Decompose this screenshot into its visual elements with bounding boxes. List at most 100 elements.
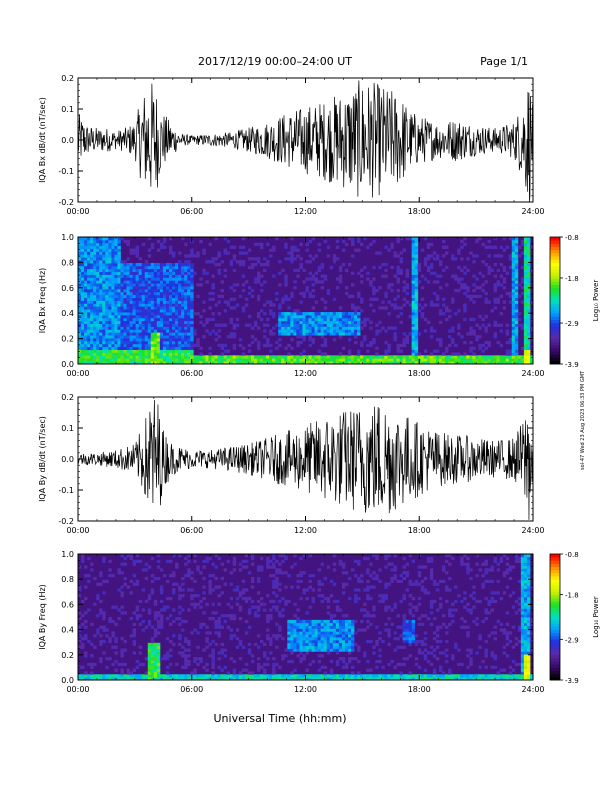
heatmap-cell: [84, 634, 87, 637]
heatmap-cell: [393, 335, 396, 338]
heatmap-cell: [306, 631, 309, 634]
heatmap-cell: [315, 646, 318, 649]
heatmap-cell: [306, 358, 309, 361]
heatmap-cell: [163, 332, 166, 335]
heatmap-cell: [463, 283, 466, 286]
heatmap-cell: [412, 338, 415, 341]
heatmap-cell: [415, 335, 418, 338]
heatmap-cell: [142, 335, 145, 338]
heatmap-cell: [406, 358, 409, 361]
heatmap-cell: [218, 358, 221, 361]
heatmap-cell: [345, 640, 348, 643]
heatmap-cell: [257, 568, 260, 571]
heatmap-cell: [221, 577, 224, 580]
heatmap-cell: [251, 257, 254, 260]
heatmap-cell: [142, 263, 145, 266]
heatmap-cell: [524, 341, 527, 344]
heatmap-cell: [96, 269, 99, 272]
heatmap-cell: [184, 649, 187, 652]
heatmap-cell: [439, 321, 442, 324]
heatmap-cell: [105, 277, 108, 280]
heatmap-cell: [205, 355, 208, 358]
heatmap-cell: [133, 347, 136, 350]
heatmap-cell: [239, 594, 242, 597]
heatmap-cell: [302, 637, 305, 640]
heatmap-cell: [339, 269, 342, 272]
heatmap-cell: [169, 338, 172, 341]
x-tick-label: 00:00: [66, 526, 89, 535]
heatmap-cell: [215, 643, 218, 646]
heatmap-cell: [224, 674, 227, 677]
heatmap-cell: [248, 597, 251, 600]
heatmap-cell: [142, 298, 145, 301]
heatmap-cell: [187, 344, 190, 347]
heatmap-cell: [124, 312, 127, 315]
heatmap-cell: [87, 557, 90, 560]
heatmap-cell: [296, 580, 299, 583]
heatmap-cell: [166, 286, 169, 289]
heatmap-cell: [120, 272, 123, 275]
heatmap-cell: [139, 623, 142, 626]
heatmap-cell: [330, 637, 333, 640]
heatmap-cell: [521, 280, 524, 283]
heatmap-cell: [208, 292, 211, 295]
heatmap-cell: [142, 344, 145, 347]
heatmap-cell: [148, 649, 151, 652]
heatmap-cell: [154, 674, 157, 677]
heatmap-cell: [93, 577, 96, 580]
heatmap-cell: [309, 637, 312, 640]
heatmap-cell: [181, 674, 184, 677]
heatmap-cell: [284, 654, 287, 657]
heatmap-cell: [157, 306, 160, 309]
heatmap-cell: [124, 563, 127, 566]
heatmap-cell: [257, 606, 260, 609]
heatmap-cell: [117, 344, 120, 347]
heatmap-cell: [157, 666, 160, 669]
heatmap-cell: [111, 355, 114, 358]
heatmap-cell: [211, 588, 214, 591]
heatmap-cell: [84, 240, 87, 243]
heatmap-cell: [318, 628, 321, 631]
heatmap-cell: [166, 283, 169, 286]
heatmap-cell: [312, 324, 315, 327]
heatmap-cell: [336, 240, 339, 243]
heatmap-cell: [366, 318, 369, 321]
heatmap-cell: [263, 608, 266, 611]
heatmap-cell: [251, 335, 254, 338]
heatmap-cell: [166, 617, 169, 620]
heatmap-cell: [99, 338, 102, 341]
heatmap-cell: [287, 631, 290, 634]
heatmap-cell: [281, 298, 284, 301]
heatmap-cell: [248, 671, 251, 674]
heatmap-cell: [454, 275, 457, 278]
heatmap-cell: [351, 626, 354, 629]
heatmap-cell: [169, 286, 172, 289]
heatmap-cell: [342, 626, 345, 629]
heatmap-cell: [127, 338, 130, 341]
heatmap-cell: [299, 626, 302, 629]
heatmap-cell: [436, 254, 439, 257]
heatmap-cell: [324, 626, 327, 629]
heatmap-cell: [357, 318, 360, 321]
heatmap-cell: [187, 654, 190, 657]
heatmap-cell: [433, 329, 436, 332]
heatmap-cell: [448, 315, 451, 318]
heatmap-cell: [463, 292, 466, 295]
heatmap-cell: [111, 674, 114, 677]
heatmap-cell: [445, 266, 448, 269]
heatmap-cell: [315, 324, 318, 327]
heatmap-cell: [157, 312, 160, 315]
heatmap-cell: [309, 620, 312, 623]
heatmap-cell: [321, 332, 324, 335]
heatmap-cell: [163, 608, 166, 611]
heatmap-cell: [127, 344, 130, 347]
heatmap-cell: [372, 240, 375, 243]
heatmap-cell: [336, 646, 339, 649]
x-tick-label: 12:00: [294, 369, 317, 378]
heatmap-cell: [381, 640, 384, 643]
heatmap-cell: [124, 318, 127, 321]
heatmap-cell: [178, 350, 181, 353]
heatmap-cell: [442, 298, 445, 301]
heatmap-cell: [415, 306, 418, 309]
heatmap-cell: [451, 254, 454, 257]
